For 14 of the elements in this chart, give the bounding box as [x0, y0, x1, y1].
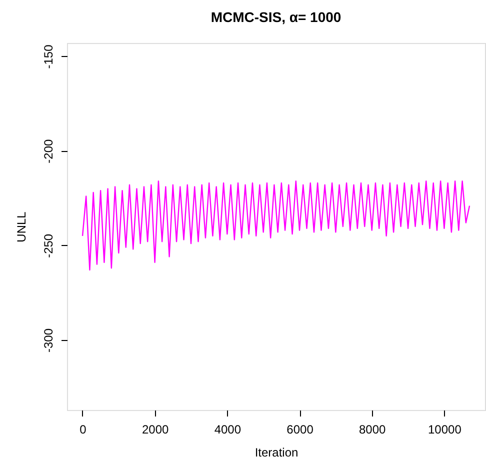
- x-tick-label: 2000: [142, 422, 169, 436]
- y-tick-label: -250: [42, 234, 56, 258]
- x-tick-label: 4000: [214, 422, 242, 436]
- y-axis-title: UNLL: [14, 211, 28, 242]
- chart-title: MCMC-SIS, α= 1000: [210, 9, 342, 25]
- y-tick-label: -300: [42, 328, 56, 353]
- x-tick-label: 6000: [286, 422, 314, 436]
- x-tick-label: 0: [80, 422, 87, 436]
- x-axis-title: Iteration: [254, 446, 298, 460]
- x-tick-label: 10000: [428, 422, 462, 436]
- y-tick-label: -150: [42, 44, 56, 69]
- y-tick-label: -200: [42, 139, 56, 164]
- x-tick-label: 8000: [359, 422, 386, 436]
- line-series: [82, 180, 470, 271]
